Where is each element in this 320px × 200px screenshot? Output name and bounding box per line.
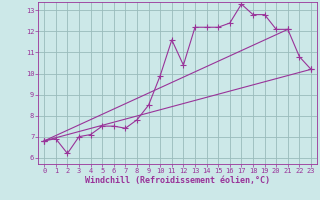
X-axis label: Windchill (Refroidissement éolien,°C): Windchill (Refroidissement éolien,°C) [85,176,270,185]
